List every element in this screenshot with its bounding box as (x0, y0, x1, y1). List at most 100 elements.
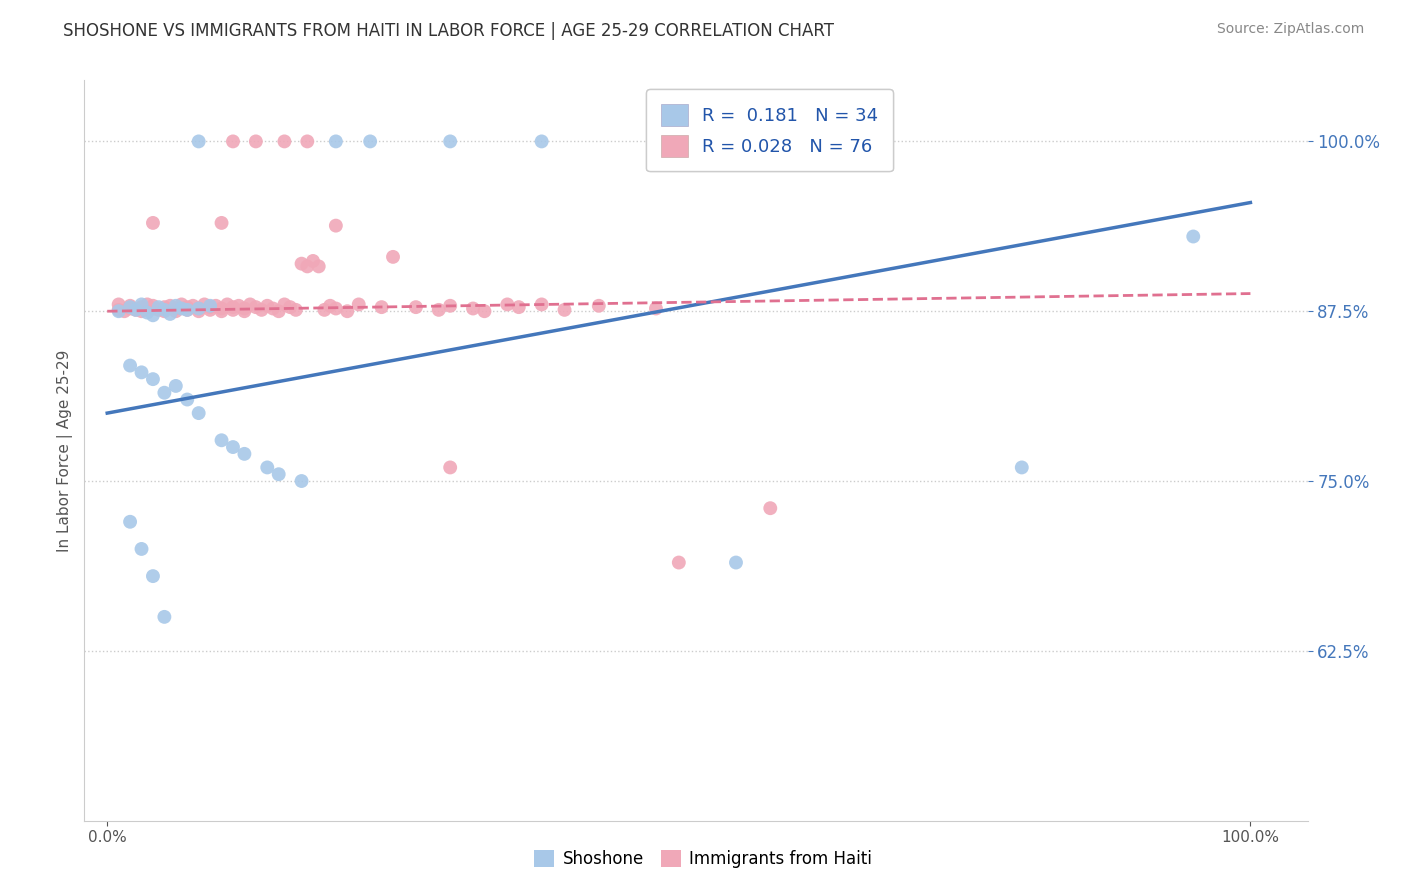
Point (759, 501, 782, 516)
Point (187, 135, 209, 149)
Point (107, 297, 129, 311)
Point (159, 307, 181, 321)
Point (256, 299, 278, 313)
Point (233, 301, 256, 316)
Point (125, 302, 148, 317)
Point (461, 301, 484, 316)
Point (530, 297, 553, 311)
Point (297, 260, 319, 274)
Point (148, 300, 170, 314)
Point (176, 300, 198, 314)
Point (297, 135, 319, 149)
Point (120, 515, 142, 529)
Point (256, 460, 278, 475)
Point (302, 254, 325, 268)
Text: Source: ZipAtlas.com: Source: ZipAtlas.com (1216, 22, 1364, 37)
Point (267, 467, 290, 482)
Point (217, 297, 239, 311)
Point (131, 365, 153, 379)
Point (120, 301, 142, 316)
Point (553, 302, 575, 317)
Point (1011, 460, 1033, 475)
Point (222, 440, 245, 454)
Text: SHOSHONE VS IMMIGRANTS FROM HAITI IN LABOR FORCE | AGE 25-29 CORRELATION CHART: SHOSHONE VS IMMIGRANTS FROM HAITI IN LAB… (63, 22, 834, 40)
Point (347, 297, 370, 311)
Point (187, 301, 209, 316)
Point (724, 556, 747, 570)
Point (153, 610, 176, 624)
Point (273, 135, 295, 149)
Point (211, 216, 233, 230)
Point (278, 300, 301, 314)
Point (290, 474, 312, 488)
Point (588, 299, 610, 313)
Point (474, 304, 496, 318)
Point (290, 257, 312, 271)
Point (131, 297, 153, 311)
Point (205, 299, 228, 313)
Point (233, 447, 256, 461)
Point (496, 297, 519, 311)
Point (439, 135, 461, 149)
Point (427, 302, 450, 317)
Point (153, 300, 176, 314)
Point (267, 304, 290, 318)
Point (1182, 229, 1205, 244)
Point (181, 299, 204, 313)
Point (222, 300, 245, 314)
Point (148, 302, 170, 317)
Point (187, 406, 209, 420)
Point (222, 135, 245, 149)
Point (131, 304, 153, 318)
Y-axis label: In Labor Force | Age 25-29: In Labor Force | Age 25-29 (58, 350, 73, 551)
Point (319, 299, 342, 313)
Legend: R =  0.181   N = 34, R = 0.028   N = 76: R = 0.181 N = 34, R = 0.028 N = 76 (647, 89, 893, 171)
Point (314, 302, 336, 317)
Point (142, 308, 165, 322)
Point (439, 460, 461, 475)
Point (153, 304, 176, 318)
Point (508, 300, 530, 314)
Point (325, 135, 347, 149)
Point (131, 541, 153, 556)
Point (136, 297, 159, 311)
Point (125, 302, 148, 317)
Point (198, 299, 221, 313)
Point (120, 359, 142, 373)
Point (645, 301, 668, 316)
Point (211, 301, 233, 316)
Point (668, 556, 690, 570)
Point (142, 216, 165, 230)
Point (107, 304, 129, 318)
Point (530, 135, 553, 149)
Point (170, 301, 193, 316)
Point (211, 304, 233, 318)
Point (153, 302, 176, 317)
Point (136, 305, 159, 319)
Point (405, 300, 427, 314)
Point (142, 372, 165, 386)
Point (170, 297, 193, 311)
Point (198, 300, 221, 314)
Point (668, 135, 690, 149)
Point (120, 299, 142, 313)
Point (336, 304, 359, 318)
Point (142, 301, 165, 316)
Point (284, 302, 307, 317)
Point (370, 300, 392, 314)
Point (439, 299, 461, 313)
Point (198, 302, 221, 317)
Point (239, 297, 262, 311)
Point (228, 299, 250, 313)
Point (165, 299, 187, 313)
Point (245, 135, 267, 149)
Point (165, 379, 187, 393)
Point (165, 304, 187, 318)
Point (273, 297, 295, 311)
Point (131, 300, 153, 314)
Point (187, 301, 209, 316)
Point (245, 300, 267, 314)
Point (308, 260, 330, 274)
Point (382, 250, 405, 264)
Point (262, 301, 284, 316)
